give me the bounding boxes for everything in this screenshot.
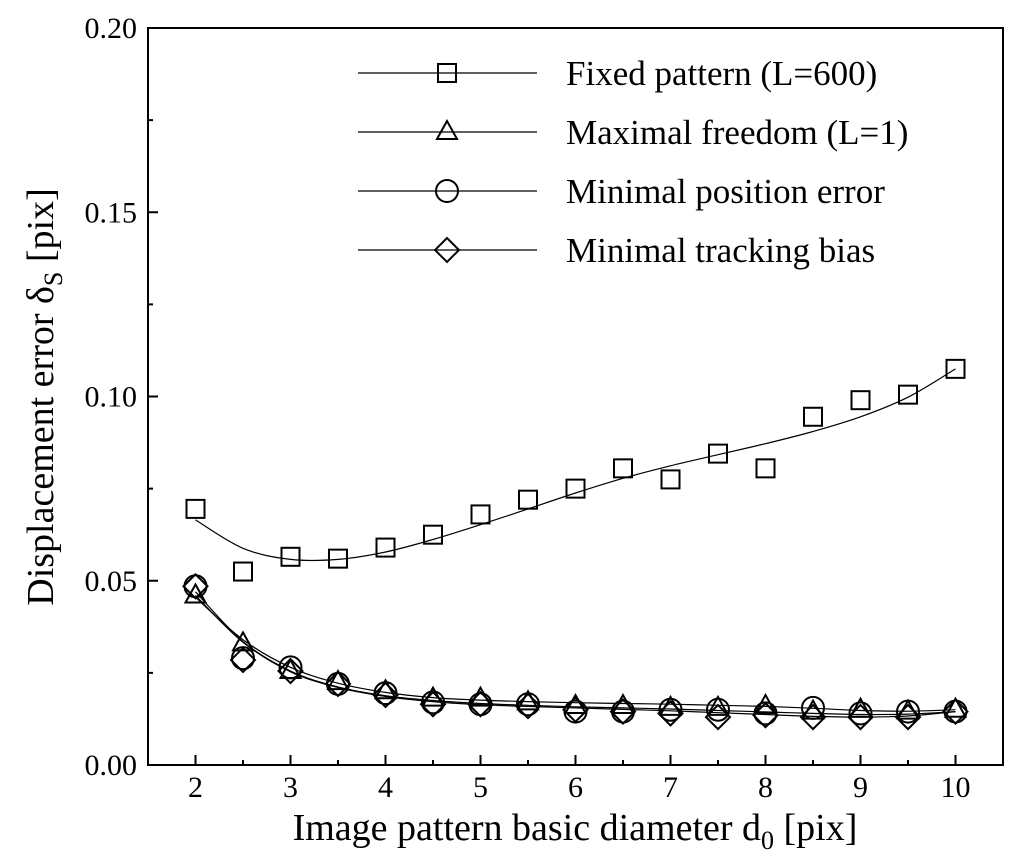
x-tick-label: 7 — [663, 771, 678, 804]
x-tick-label: 6 — [568, 771, 583, 804]
data-point-square — [185, 498, 206, 519]
data-point-circle — [278, 655, 303, 680]
data-point-diamond — [372, 681, 399, 709]
data-point-square — [613, 458, 633, 479]
data-point-triangle — [326, 669, 350, 691]
data-point-square — [945, 358, 966, 379]
data-point-square — [233, 561, 253, 582]
y-tick-label: 0.20 — [85, 12, 138, 45]
data-point-diamond — [182, 572, 209, 600]
data-point-square — [755, 458, 776, 479]
y-tick-label: 0.10 — [85, 381, 138, 414]
data-point-diamond — [894, 703, 922, 731]
data-point-circle — [896, 699, 920, 724]
legend-label: Minimal tracking bias — [566, 231, 875, 270]
data-point-diamond — [847, 703, 874, 731]
fit-curves — [195, 368, 956, 718]
data-point-diamond — [324, 670, 352, 698]
data-point-diamond — [467, 690, 494, 718]
data-point-triangle — [231, 630, 255, 652]
data-point-square — [898, 384, 918, 405]
data-point-square — [280, 546, 301, 567]
data-point-circle — [801, 695, 825, 720]
data-point-square — [375, 537, 396, 558]
data-point-diamond — [799, 703, 827, 731]
data-point-diamond — [562, 696, 589, 724]
data-point-circle — [563, 699, 588, 724]
data-point-circle — [706, 697, 730, 722]
x-tick-label: 9 — [853, 771, 868, 804]
data-point-square — [423, 524, 443, 545]
data-point-diamond — [609, 698, 637, 725]
data-point-triangle — [706, 694, 730, 716]
legend-marker-circle — [435, 179, 459, 203]
legend-label: Maximal freedom (L=1) — [566, 113, 908, 152]
data-point-diamond — [704, 703, 732, 731]
data-point-diamond — [419, 690, 447, 718]
data-point-diamond — [514, 692, 542, 720]
data-point-square — [470, 504, 491, 525]
data-point-square — [708, 443, 728, 464]
data-point-square — [328, 548, 348, 569]
x-axis-title: Image pattern basic diameter d0 [pix] — [293, 807, 858, 855]
data-point-square — [565, 478, 586, 499]
x-tick-label: 8 — [758, 771, 773, 804]
data-point-circle — [658, 697, 683, 722]
data-point-diamond — [942, 698, 969, 725]
legend-marker-triangle — [435, 118, 459, 140]
data-point-diamond — [752, 701, 779, 729]
data-point-square — [518, 489, 538, 510]
legend: Fixed pattern (L=600) Maximal freedom (L=… — [358, 54, 908, 270]
data-point-diamond — [657, 699, 684, 727]
legend-marker-diamond — [433, 236, 461, 264]
y-tick-label: 0.15 — [85, 196, 138, 229]
legend-marker-square — [437, 63, 457, 83]
x-tick-label: 5 — [473, 771, 488, 804]
fit-curve-square — [195, 368, 956, 562]
y-tick-label: 0.00 — [85, 749, 138, 782]
y-axis-title: Displacement error δS [pix] — [20, 188, 68, 606]
y-tick-label: 0.05 — [85, 565, 138, 598]
x-tick-label: 3 — [283, 771, 298, 804]
data-point-square — [850, 390, 871, 411]
data-point-triangle — [943, 696, 968, 718]
x-tick-label: 2 — [188, 771, 203, 804]
axis-ticks: 2 3 4 5 6 7 8 9 10 0.00 0.05 0.10 0.15 0.20 — [85, 12, 971, 804]
data-points — [182, 358, 969, 731]
fit-curve-triangle — [195, 596, 956, 712]
data-point-circle — [848, 701, 873, 726]
data-point-diamond — [277, 657, 304, 685]
data-point-diamond — [229, 646, 257, 674]
data-point-square — [660, 469, 681, 490]
legend-label: Fixed pattern (L=600) — [566, 54, 877, 93]
x-tick-label: 4 — [378, 771, 393, 804]
legend-label: Minimal position error — [566, 172, 885, 211]
data-point-square — [803, 406, 823, 427]
x-tick-label: 10 — [941, 771, 971, 804]
data-point-triangle — [848, 696, 873, 718]
